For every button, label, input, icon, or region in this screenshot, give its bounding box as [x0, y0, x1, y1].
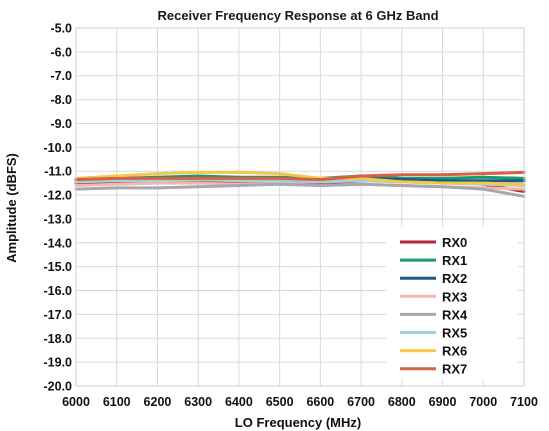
x-tick-label: 6800: [388, 395, 416, 409]
y-tick-label: -12.0: [44, 189, 73, 203]
y-tick-label: -10.0: [44, 141, 73, 155]
x-tick-label: 6600: [306, 395, 334, 409]
y-tick-label: -9.0: [50, 117, 72, 131]
x-tick-label: 6700: [347, 395, 375, 409]
legend-label-rx5: RX5: [442, 326, 467, 341]
y-tick-label: -16.0: [44, 284, 73, 298]
y-tick-label: -14.0: [44, 236, 73, 250]
y-axis-label: Amplitude (dBFS): [4, 153, 19, 263]
y-tick-label: -18.0: [44, 332, 73, 346]
legend-label-rx3: RX3: [442, 289, 467, 304]
legend-label-rx6: RX6: [442, 344, 467, 359]
y-tick-label: -20.0: [44, 380, 73, 394]
legend: RX0 RX1 RX2 RX3 RX4 RX5 RX6 RX7: [386, 227, 518, 379]
x-tick-label: 6900: [429, 395, 457, 409]
legend-label-rx2: RX2: [442, 271, 467, 286]
x-tick-label: 7000: [469, 395, 497, 409]
legend-label-rx7: RX7: [442, 362, 467, 377]
x-tick-label: 6200: [144, 395, 172, 409]
y-tick-labels: -5.0 -6.0 -7.0 -8.0 -9.0 -10.0 -11.0 -12.0 -13.0…: [44, 22, 73, 394]
x-axis-label: LO Frequency (MHz): [235, 415, 361, 430]
y-tick-label: -11.0: [44, 165, 72, 179]
plot-frame: [75, 27, 525, 387]
y-tick-label: -15.0: [44, 260, 73, 274]
x-tick-label: 6300: [184, 395, 212, 409]
series-line-rx6: [74, 170, 526, 186]
y-tick-label: -13.0: [44, 212, 73, 226]
y-tick-label: -19.0: [44, 356, 73, 370]
y-tick-label: -8.0: [50, 93, 72, 107]
chart-title: Receiver Frequency Response at 6 GHz Ban…: [157, 8, 438, 23]
legend-label-rx0: RX0: [442, 235, 467, 250]
y-tick-label: -5.0: [50, 22, 72, 36]
x-tick-label: 6000: [62, 395, 90, 409]
x-tick-label: 6400: [225, 395, 253, 409]
series-line-rx7: [74, 170, 526, 182]
y-tick-label: -7.0: [50, 69, 72, 83]
y-tick-label: -17.0: [44, 308, 73, 322]
x-tick-labels: 6000 6100 6200 6300 6400 6500 6600 6700 6800 6900…: [62, 395, 538, 409]
x-tick-label: 7100: [510, 395, 538, 409]
y-tick-label: -6.0: [50, 45, 72, 59]
legend-label-rx4: RX4: [442, 307, 468, 322]
series-lines: [74, 170, 526, 198]
legend-label-rx1: RX1: [442, 253, 467, 268]
series-line-rx4: [74, 182, 526, 198]
x-tick-label: 6100: [103, 395, 131, 409]
legend-background: [386, 227, 518, 379]
x-tick-label: 6500: [266, 395, 294, 409]
